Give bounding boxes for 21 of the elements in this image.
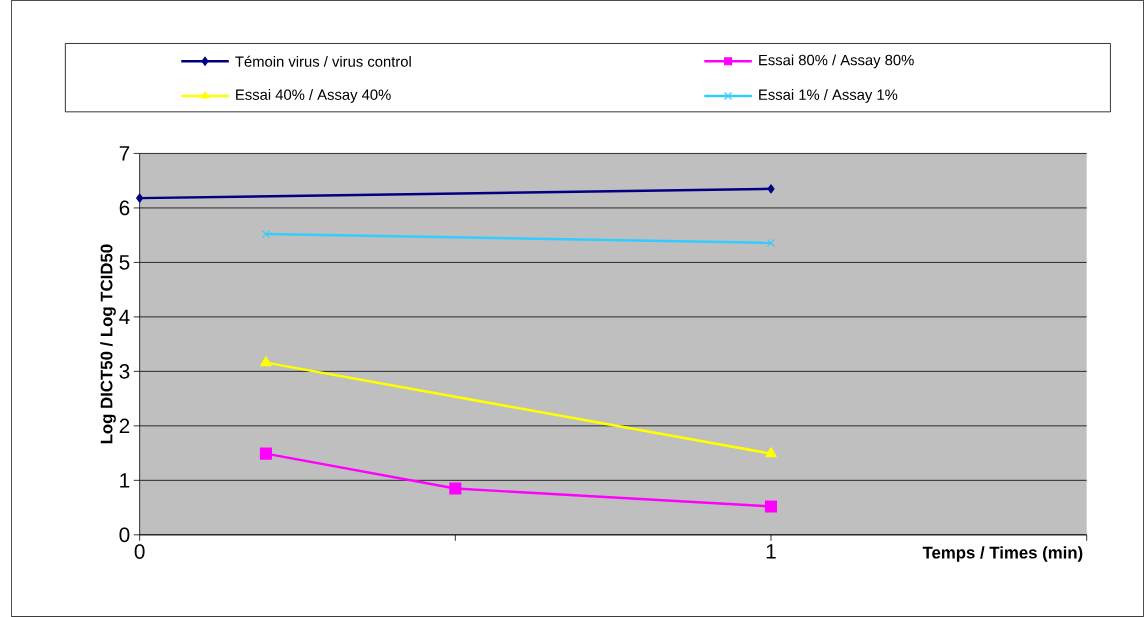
x-axis-title: Temps / Times (min)	[922, 546, 1083, 562]
point	[261, 230, 271, 239]
legend-label: Témoin virus / virus control	[235, 55, 411, 67]
y-tick-label: 0	[119, 527, 130, 543]
point	[136, 193, 144, 203]
point	[767, 184, 775, 194]
y-tick-label: 5	[119, 255, 130, 270]
y-axis-title: Log DICT50 / Log TCID50	[100, 244, 116, 444]
legend-label: Essai 80% / Assay 80%	[759, 54, 914, 69]
point	[766, 238, 776, 247]
y-tick-label: 6	[119, 200, 130, 216]
y-tick-label: 2	[119, 418, 130, 434]
legend-label: Essai 40% / Assay 40%	[236, 89, 391, 103]
y-tick-label: 1	[120, 473, 130, 488]
point	[259, 447, 272, 460]
point	[449, 482, 462, 495]
point	[764, 500, 778, 513]
y-tick-label: 7	[119, 146, 130, 161]
legend-label: Essai 1% / Assay 1%	[759, 89, 898, 103]
y-tick-label: 3	[119, 364, 130, 379]
y-tick-label: 4	[119, 309, 130, 325]
